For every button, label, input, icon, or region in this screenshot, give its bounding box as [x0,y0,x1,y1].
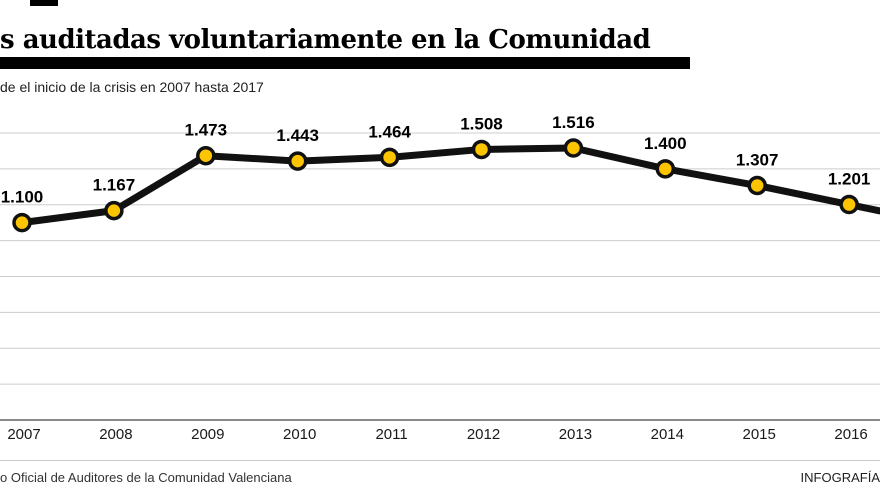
data-point-marker [471,139,492,160]
value-label: 1.473 [185,121,228,140]
year-label: 2016 [834,426,867,443]
value-label: 1.100 [1,188,44,207]
footer-divider [0,460,880,461]
data-point-marker [379,147,400,168]
year-label: 2010 [283,426,316,443]
data-point-marker [563,138,584,158]
year-label: 2007 [7,426,40,443]
year-label: 2013 [559,426,592,443]
title-underline-bar [0,57,690,69]
value-label: 1.167 [93,176,136,195]
year-label: 2011 [375,426,407,443]
year-label: 2015 [743,426,776,443]
data-point-marker [12,212,32,233]
year-label: 2012 [467,426,500,443]
data-point-marker [287,151,308,171]
value-label: 1.508 [460,114,503,133]
data-point-marker [839,194,859,215]
value-label: 1.201 [828,170,871,189]
line-chart: 1.100 2007 1.167 2008 1.473 2009 1.443 2010 1.46… [0,113,880,443]
year-label: 2014 [651,426,684,443]
data-point-marker [655,159,676,179]
data-point-marker [747,175,767,196]
cropped-artifact [30,0,58,6]
value-label: 1.443 [276,126,319,145]
value-label: 1.307 [736,151,779,170]
chart-title: s auditadas voluntariamente en la Comuni… [0,25,651,55]
year-label: 2009 [191,426,224,443]
data-point-marker [104,200,124,221]
value-label: 1.516 [552,113,595,132]
infographic-credit: INFOGRAFÍA [800,470,880,485]
year-label: 2008 [99,426,132,443]
value-label: 1.464 [368,122,411,141]
chart-subtitle: de el inicio de la crisis en 2007 hasta … [0,79,264,95]
source-text: o Oficial de Auditores de la Comunidad V… [0,470,292,485]
data-point-marker [196,145,216,166]
value-label: 1.400 [644,134,687,153]
